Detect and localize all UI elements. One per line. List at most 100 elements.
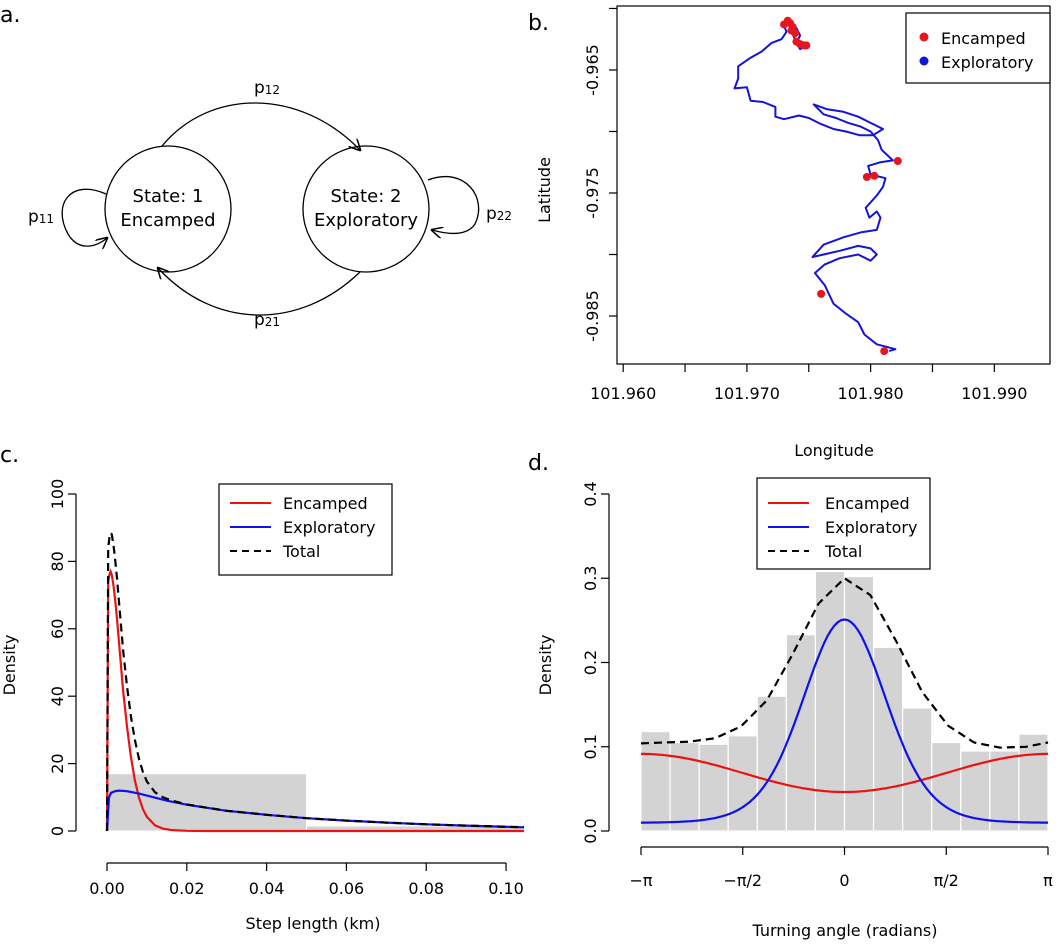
legend: Encamped Exploratory Total [218,483,393,576]
legend-box [905,12,1051,84]
curve-encamped [105,568,524,833]
legend: Encamped Exploratory Total [756,477,931,570]
y-axis-title: Density [0,635,19,696]
y-tick-label: 20 [48,753,67,773]
x-tick-label: 0.02 [169,879,205,898]
x-tick-label: π [1043,871,1053,890]
state-2-label: Exploratory [314,210,418,231]
y-tick-label: 0 [48,826,67,836]
legend-label-encamped: Encamped [825,494,910,513]
panel-a-letter: a. [0,3,20,28]
histogram-bar [989,750,1020,832]
x-tick-label: 101.970 [714,384,780,403]
transition-label-p12: p12 [254,78,280,98]
histogram-bar [106,773,308,832]
histogram-bar [640,730,671,832]
legend-box [218,483,393,576]
x-tick-label: 101.980 [838,384,904,403]
legend-label-total: Total [282,542,320,561]
encamped-points [780,16,902,356]
axes: −π −π/2 0 π/2 π 0.0 0.1 0.2 0.3 0.4 [581,481,1053,890]
density-curves [105,530,525,833]
y-tick-label: -0.985 [583,290,602,342]
x-tick-label: 0.04 [249,879,285,898]
panel-c-letter: c. [0,443,19,468]
y-tick-label: 0.4 [581,481,600,506]
panel-a: a. State: 1 Encamped State: 2 Explorator… [0,3,512,330]
y-tick-label: 0.1 [581,734,600,759]
encamped-point [870,171,879,180]
x-tick-label: π/2 [934,871,959,890]
transition-label-p11: p11 [28,207,54,227]
curve-total [640,576,1049,749]
encamped-point [880,347,889,356]
encamped-point [862,173,871,182]
encamped-point [783,16,792,25]
panel-d: d. −π −π/2 0 π/2 π 0.0 0.1 0.2 0.3 0.4 Turning an… [528,451,1053,940]
y-tick-label: 0.3 [581,566,600,591]
histogram-bar [1018,733,1049,832]
transition-arrow-p22 [427,175,480,234]
legend-swatch-encamped [919,32,929,42]
y-tick-label: 80 [48,551,67,571]
x-tick-label: 0.06 [329,879,365,898]
histogram-bar [727,735,758,832]
legend-label-exploratory: Exploratory [283,518,375,537]
curve-exploratory [105,789,525,832]
histogram-bar [814,570,846,832]
legend: Encamped Exploratory [905,12,1051,84]
transition-arrow-p12 [161,102,360,150]
legend-box [756,477,931,570]
x-tick-label: 0.08 [408,879,444,898]
y-tick-label: 100 [48,479,67,510]
x-axis-title: Longitude [794,441,874,460]
x-tick-label: 0 [839,871,849,890]
histogram-bar [931,741,962,832]
legend-label-exploratory: Exploratory [941,53,1033,72]
legend-label-encamped: Encamped [283,494,368,513]
density-curves [640,576,1049,824]
axes: 0.00 0.02 0.04 0.06 0.08 0.10 0 20 40 60 80 100 [48,479,524,898]
legend-label-total: Total [824,542,862,561]
x-tick-label: 0.00 [89,879,125,898]
curve-total [105,530,525,832]
y-tick-label: 0.0 [581,818,600,843]
transition-arrow-p11 [61,188,107,246]
panel-c: c. 0.00 0.02 0.04 0.06 0.08 0.10020406080100 … [0,443,525,933]
transition-arrow-p21 [158,268,361,316]
x-axis-title: Step length (km) [246,914,381,933]
encamped-point [817,289,826,298]
histogram [106,773,525,832]
state-1-label: Encamped [120,210,215,231]
transition-label-p22: p22 [486,204,512,224]
x-tick-label: −π/2 [723,871,762,890]
movement-track [733,19,897,353]
y-tick-label: 60 [48,619,67,639]
map-plot-frame [616,5,1051,365]
histogram [640,570,1049,832]
state-1-title: State: 1 [133,186,204,207]
y-axis-title: Latitude [535,157,554,223]
state-2-title: State: 2 [331,186,402,207]
panel-b: b. 101.960 101.970 101.980 101.990 -0.965 -0.… [528,5,1051,460]
histogram-bar [756,695,787,832]
track-line [733,19,897,353]
histogram-bar [902,707,933,832]
curve-encamped [641,752,1048,794]
y-tick-label: 40 [48,686,67,706]
map-axes: 101.960 101.970 101.980 101.990 -0.965 -0.975… [583,7,1027,403]
legend-swatch-exploratory [919,56,929,66]
y-tick-label: -0.975 [583,167,602,219]
x-tick-label: −π [629,871,652,890]
encamped-point [787,26,796,35]
x-tick-label: 101.990 [961,384,1027,403]
y-tick-label: -0.965 [583,44,602,96]
x-tick-label: 101.960 [590,384,656,403]
x-tick-label: 0.10 [488,879,524,898]
y-tick-label: 0.2 [581,650,600,675]
transition-label-p21: p21 [254,310,280,330]
curve-exploratory [641,618,1048,824]
panel-d-letter: d. [528,451,549,476]
histogram-bar [843,575,875,832]
